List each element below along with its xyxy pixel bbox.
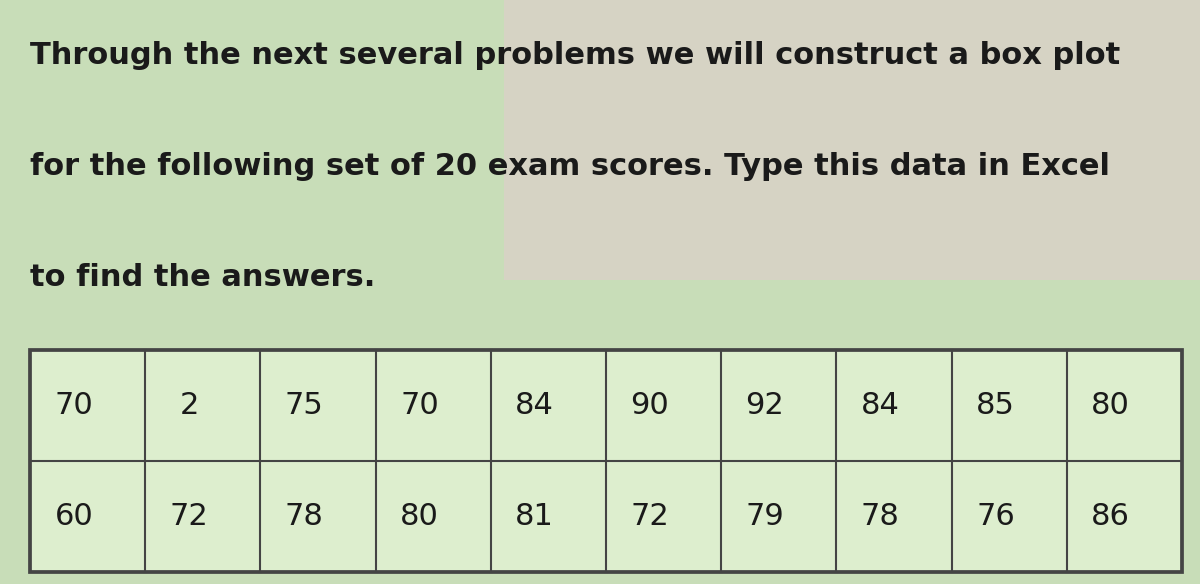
Bar <box>836 461 952 572</box>
Text: 86: 86 <box>1091 502 1130 531</box>
Bar <box>260 350 376 461</box>
Bar <box>606 461 721 572</box>
Text: 60: 60 <box>54 502 94 531</box>
Text: Through the next several problems we will construct a box plot: Through the next several problems we wil… <box>30 41 1121 70</box>
Bar <box>1067 461 1182 572</box>
Bar <box>606 350 721 461</box>
Bar <box>952 461 1067 572</box>
Text: 78: 78 <box>860 502 900 531</box>
Bar <box>260 461 376 572</box>
Text: 90: 90 <box>630 391 670 420</box>
Text: 80: 80 <box>400 502 439 531</box>
Text: 2: 2 <box>179 391 199 420</box>
Text: 92: 92 <box>745 391 785 420</box>
Text: 75: 75 <box>284 391 324 420</box>
Bar <box>145 461 260 572</box>
Text: 78: 78 <box>284 502 324 531</box>
Bar <box>721 350 836 461</box>
Bar <box>376 461 491 572</box>
Bar <box>376 350 491 461</box>
Text: 85: 85 <box>976 391 1015 420</box>
Text: 70: 70 <box>400 391 439 420</box>
Bar <box>836 350 952 461</box>
Bar <box>30 350 1182 572</box>
Bar <box>30 461 145 572</box>
Text: 72: 72 <box>169 502 209 531</box>
Text: 81: 81 <box>515 502 554 531</box>
Bar <box>952 350 1067 461</box>
Bar <box>504 0 1200 280</box>
Text: for the following set of 20 exam scores. Type this data in Excel: for the following set of 20 exam scores.… <box>30 152 1110 181</box>
Text: 72: 72 <box>630 502 670 531</box>
Text: 84: 84 <box>515 391 554 420</box>
Text: to find the answers.: to find the answers. <box>30 263 376 292</box>
Text: 70: 70 <box>54 391 94 420</box>
Bar <box>145 350 260 461</box>
Text: 80: 80 <box>1091 391 1130 420</box>
Bar <box>721 461 836 572</box>
Bar <box>30 350 145 461</box>
Bar <box>491 461 606 572</box>
Bar <box>491 350 606 461</box>
Text: 76: 76 <box>976 502 1015 531</box>
Bar <box>1067 350 1182 461</box>
Text: 79: 79 <box>745 502 785 531</box>
Text: 84: 84 <box>860 391 900 420</box>
